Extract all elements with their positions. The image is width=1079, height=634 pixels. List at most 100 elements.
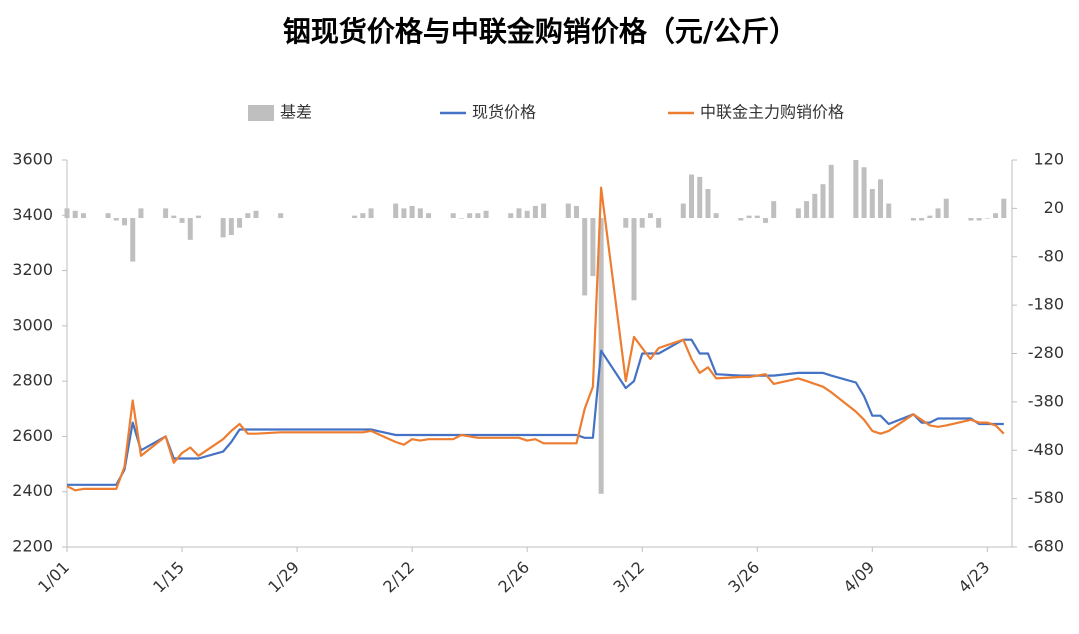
y-tick-label: 3400: [12, 205, 53, 224]
bar: [869, 189, 875, 219]
x-tick-label: 2/26: [494, 558, 533, 597]
legend-label: 现货价格: [472, 103, 536, 122]
bar: [680, 203, 686, 219]
y2-tick-label: 20: [1044, 198, 1064, 217]
bar: [582, 218, 588, 296]
bar: [573, 205, 579, 219]
x-tick-label: 3/12: [609, 558, 648, 597]
bar: [401, 208, 407, 219]
bar: [697, 176, 703, 219]
bar: [565, 203, 571, 219]
bar: [426, 213, 432, 219]
bar: [171, 215, 177, 219]
chart-title: 铟现货价格与中联金购销价格（元/公斤）: [283, 15, 797, 48]
bar: [713, 213, 719, 219]
bar: [72, 210, 78, 219]
y2-tick-label: -80: [1038, 246, 1064, 265]
bar: [968, 218, 974, 221]
legend-label: 基差: [280, 103, 312, 122]
bar: [524, 210, 530, 219]
bar: [179, 218, 185, 223]
legend-label: 中联金主力购销价格: [700, 103, 844, 122]
bar: [705, 189, 711, 219]
y2-tick-label: 120: [1033, 150, 1064, 169]
bar: [935, 208, 941, 219]
y2-tick-label: -180: [1028, 295, 1064, 314]
x-tick-label: 4/09: [839, 558, 878, 597]
bar: [828, 164, 834, 219]
bar: [228, 218, 234, 235]
bar: [795, 208, 801, 219]
bar: [64, 208, 70, 219]
bar: [853, 160, 859, 219]
x-tick-label: 4/23: [955, 558, 994, 597]
bar: [360, 213, 366, 219]
bar: [754, 215, 760, 219]
bar: [237, 218, 243, 228]
line: [67, 338, 1004, 486]
bar: [771, 201, 777, 219]
x-tick-label: 1/01: [34, 558, 73, 597]
y2-tick-label: -580: [1028, 488, 1064, 507]
bar: [820, 184, 826, 219]
bar: [409, 205, 415, 219]
bar: [163, 208, 169, 219]
bar: [647, 213, 653, 219]
x-tick-label: 1/29: [264, 558, 303, 597]
bar: [458, 218, 464, 219]
bar: [590, 218, 596, 277]
x-tick-label: 3/26: [724, 558, 763, 597]
bar: [812, 193, 818, 219]
bar: [475, 213, 481, 219]
bar: [532, 205, 538, 219]
bar: [886, 203, 892, 219]
bar: [878, 179, 884, 219]
bar: [861, 167, 867, 219]
bar: [467, 213, 473, 219]
y-tick-label: 2800: [12, 371, 53, 390]
y-tick-label: 2400: [12, 481, 53, 500]
bar: [738, 218, 744, 221]
bar: [245, 213, 251, 219]
bar: [639, 218, 645, 228]
bar: [80, 213, 86, 219]
bar: [993, 213, 999, 219]
y-tick-label: 2200: [12, 537, 53, 556]
y-tick-label: 3600: [12, 150, 53, 169]
bar: [352, 215, 358, 219]
bar: [984, 218, 990, 219]
bar: [105, 213, 111, 219]
bar: [1001, 198, 1007, 219]
x-tick-label: 2/12: [379, 558, 418, 597]
y-tick-label: 2600: [12, 426, 53, 445]
y-tick-label: 3000: [12, 315, 53, 334]
bar: [656, 218, 662, 228]
x-tick-label: 1/15: [149, 558, 188, 597]
bar: [253, 210, 259, 219]
y2-tick-label: -480: [1028, 440, 1064, 459]
bar: [976, 218, 982, 221]
bar: [919, 218, 925, 221]
bar: [187, 218, 193, 240]
bar: [195, 215, 201, 219]
bar: [689, 174, 695, 219]
bar: [130, 218, 136, 262]
bar: [927, 215, 933, 219]
bar: [417, 208, 423, 219]
bar: [516, 208, 522, 219]
bar: [746, 215, 752, 219]
bar: [541, 203, 547, 219]
bar: [368, 208, 374, 219]
y2-tick-label: -280: [1028, 343, 1064, 362]
bar: [122, 218, 128, 226]
y-tick-label: 3200: [12, 260, 53, 279]
bar: [804, 201, 810, 219]
bar: [910, 218, 916, 221]
bar: [393, 203, 399, 219]
bar: [138, 208, 144, 219]
bar: [762, 218, 768, 223]
legend-swatch: [248, 105, 274, 121]
bar: [113, 218, 119, 221]
bar: [943, 198, 949, 219]
